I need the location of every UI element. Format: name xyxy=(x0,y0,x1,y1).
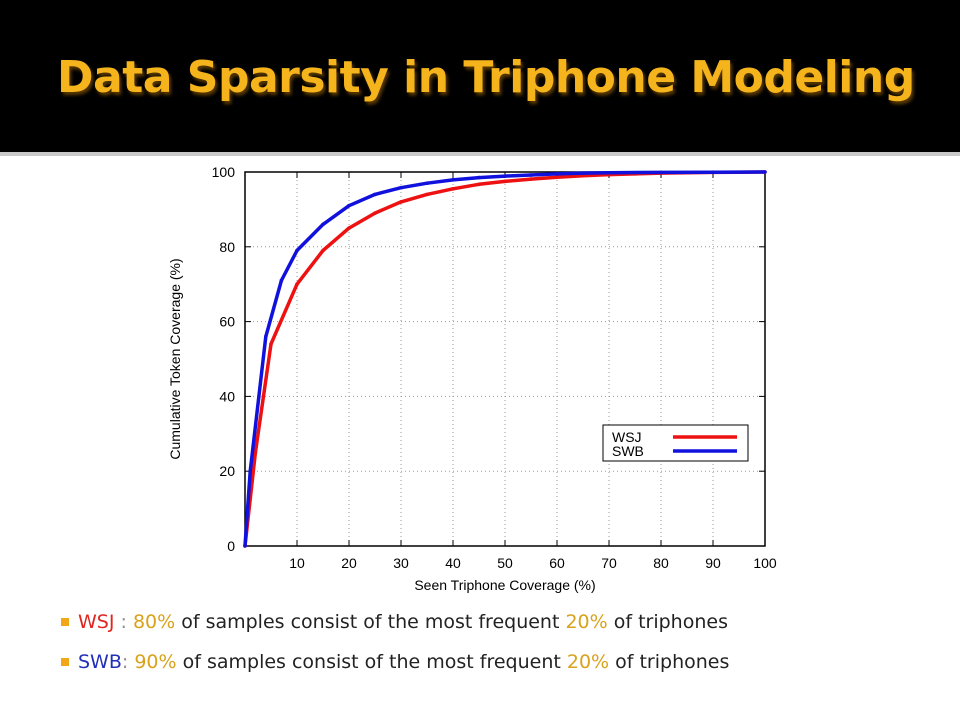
title-divider xyxy=(0,152,960,156)
bullet-label-wsj: WSJ xyxy=(78,611,115,633)
data-point-swb xyxy=(248,469,252,474)
bullet-percent: 20% xyxy=(566,651,610,673)
data-point-swb xyxy=(321,222,325,227)
data-point-wsj xyxy=(269,342,273,346)
bullet-text: of triphones xyxy=(607,611,728,633)
title-bar xyxy=(0,0,960,152)
bullet-square-icon xyxy=(61,658,69,666)
data-point-swb xyxy=(763,170,767,174)
data-point-swb xyxy=(503,174,507,178)
slide-title: Data Sparsity in Triphone Modeling xyxy=(57,52,915,103)
bullet-text: of triphones xyxy=(609,651,730,673)
legend-box xyxy=(602,424,749,462)
bullet-separator: : xyxy=(121,651,135,673)
bullet-text: of samples consist of the most frequent xyxy=(176,651,567,673)
y-tick-label: 0 xyxy=(227,538,235,554)
x-tick-label: 80 xyxy=(653,555,669,571)
legend-label-wsj: WSJ xyxy=(612,429,642,445)
series-line-swb xyxy=(243,170,766,547)
data-point-wsj xyxy=(373,211,377,215)
data-point-swb xyxy=(581,171,585,175)
series xyxy=(243,170,767,548)
bullet-percent: 90% xyxy=(134,651,177,673)
data-point-wsj xyxy=(425,192,429,197)
axis-ticks: 10 20 30 40 50 60 70 80 90 100 0 20 40 60 80 100 xyxy=(212,164,777,571)
chart: 10 20 30 40 50 60 70 80 90 100 0 20 40 60 80 100 Seen T… xyxy=(150,160,800,600)
data-point-swb xyxy=(399,185,403,190)
grid xyxy=(245,172,765,546)
data-point-swb xyxy=(659,170,663,175)
data-point-swb xyxy=(295,248,299,253)
bullet-percent: 20% xyxy=(565,611,608,633)
data-point-swb xyxy=(477,175,481,180)
x-tick-label: 40 xyxy=(445,555,461,571)
y-tick-label: 60 xyxy=(219,314,235,330)
bullet-separator: : xyxy=(114,611,133,633)
x-tick-label: 50 xyxy=(497,555,513,571)
data-point-wsj xyxy=(253,450,258,455)
line-chart: 10 20 30 40 50 60 70 80 90 100 0 20 40 60 80 100 Seen T… xyxy=(167,164,777,593)
data-point-wsj xyxy=(503,179,507,184)
data-point-wsj xyxy=(555,175,559,180)
data-point-wsj xyxy=(529,177,533,181)
data-point-swb xyxy=(607,170,611,175)
data-point-wsj xyxy=(399,200,403,204)
bullet-percent: 80% xyxy=(132,611,176,633)
data-point-wsj xyxy=(451,187,455,191)
x-tick-label: 60 xyxy=(549,555,565,571)
data-point-swb xyxy=(347,203,351,208)
legend-label-swb: SWB xyxy=(612,443,644,459)
x-axis-label: Seen Triphone Coverage (%) xyxy=(414,577,595,593)
bullet-square-icon xyxy=(61,618,69,626)
data-point-wsj xyxy=(295,282,299,286)
data-point-swb xyxy=(451,178,455,182)
data-point-wsj xyxy=(477,182,481,187)
data-point-wsj xyxy=(321,248,325,253)
data-point-swb xyxy=(529,173,533,177)
bullet-swb: SWB: 90% of samples consist of the most … xyxy=(61,646,938,678)
y-axis-label: Cumulative Token Coverage (%) xyxy=(167,258,183,459)
data-point-swb xyxy=(243,544,247,548)
x-tick-label: 90 xyxy=(705,555,721,571)
y-tick-label: 100 xyxy=(212,164,236,180)
bullet-wsj: WSJ : 80% of samples consist of the most… xyxy=(61,606,938,638)
data-point-wsj xyxy=(347,226,351,230)
bullet-list: WSJ : 80% of samples consist of the most… xyxy=(61,606,938,686)
data-point-swb xyxy=(711,170,715,174)
data-point-swb xyxy=(373,192,377,197)
y-tick-label: 80 xyxy=(219,239,235,255)
bullet-label-swb: SWB xyxy=(78,651,122,673)
data-point-swb xyxy=(555,172,559,176)
x-tick-label: 10 xyxy=(289,555,305,571)
data-point-swb xyxy=(279,278,284,283)
data-point-swb xyxy=(425,181,429,186)
data-point-swb xyxy=(264,334,268,339)
x-tick-label: 30 xyxy=(393,555,409,571)
y-tick-label: 40 xyxy=(219,388,235,404)
x-tick-label: 20 xyxy=(341,555,357,571)
y-tick-label: 20 xyxy=(219,463,235,479)
x-tick-label: 70 xyxy=(601,555,617,571)
bullet-text: of samples consist of the most frequent xyxy=(175,611,566,633)
x-tick-label: 100 xyxy=(753,555,777,571)
